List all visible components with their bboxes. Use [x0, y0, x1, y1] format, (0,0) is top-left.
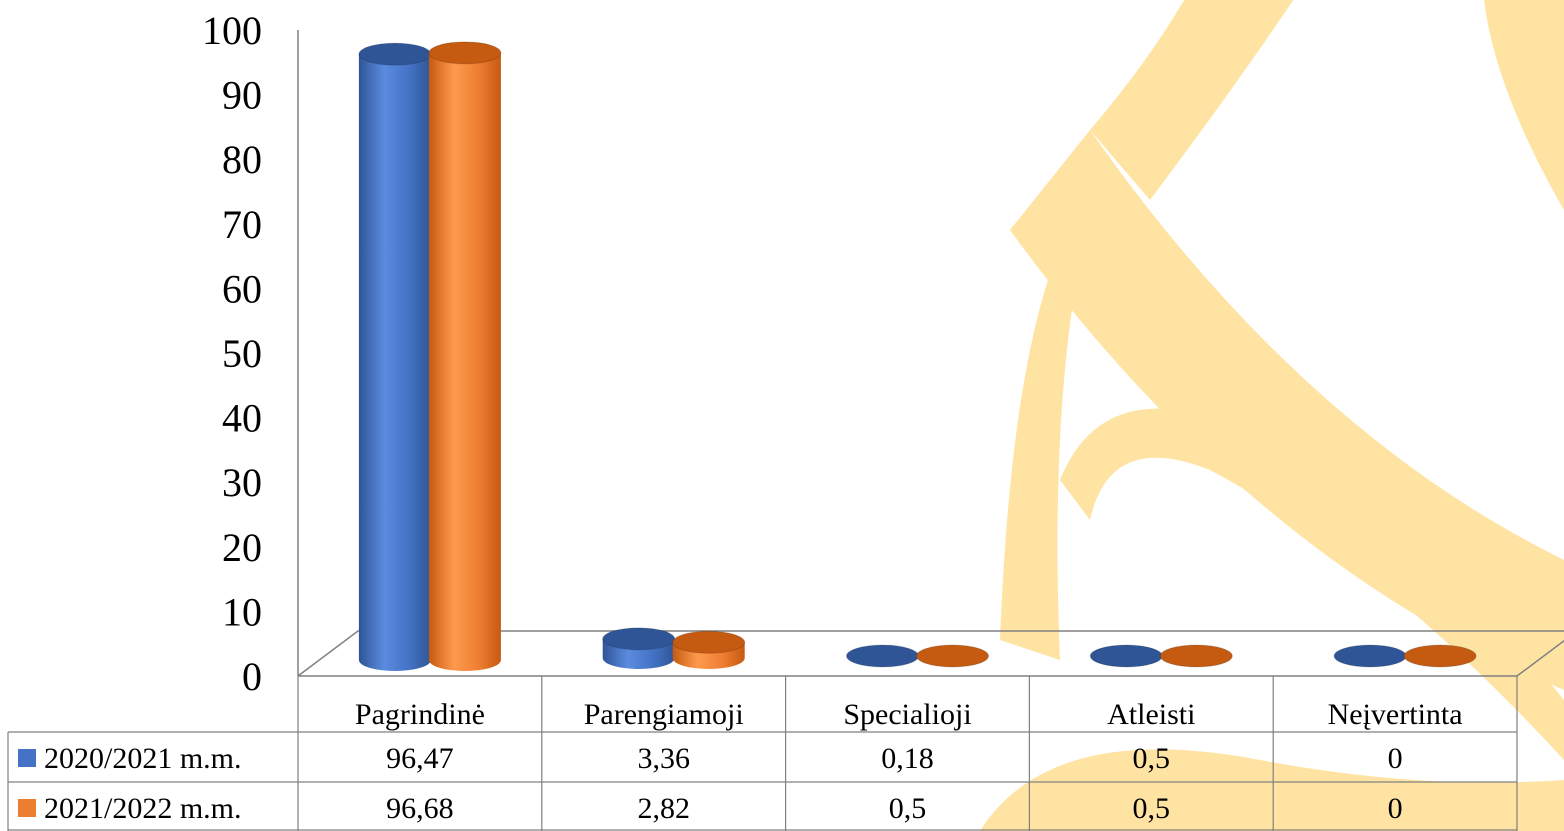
legend-label: 2020/2021 m.m.: [44, 742, 242, 775]
table-cell: 0,5: [1133, 742, 1171, 775]
table-cell: 96,47: [386, 742, 454, 775]
table-cell: 3,36: [637, 742, 690, 775]
y-tick-label: 60: [222, 266, 262, 311]
watermark-shape: [1060, 408, 1564, 760]
y-axis-ticks: 0 10 20 30 40 50 60 70 80 90 100: [202, 8, 262, 699]
bar-top: [1333, 644, 1407, 668]
bar-series1: [846, 644, 919, 668]
watermark-shape: [980, 749, 1564, 831]
bar-series2: [916, 644, 989, 668]
bar-top: [1159, 644, 1233, 668]
background-watermark: [980, 0, 1564, 831]
y-tick-label: 40: [222, 396, 262, 441]
y-tick-label: 70: [222, 202, 262, 247]
bar-top: [428, 41, 502, 65]
x-category-label: Atleisti: [1107, 698, 1195, 731]
table-cell: 0,18: [881, 742, 934, 775]
y-tick-label: 50: [222, 331, 262, 376]
legend-label: 2021/2022 m.m.: [44, 792, 242, 825]
chart-bars: [358, 41, 1477, 672]
bar-series1: [602, 627, 676, 669]
bar-top: [916, 644, 989, 668]
y-tick-label: 0: [242, 654, 262, 699]
bar-top: [602, 627, 676, 651]
bar-series1: [1333, 644, 1407, 668]
bar-top: [672, 630, 746, 654]
x-category-label: Parengiamoji: [584, 698, 744, 731]
bar-series2: [1403, 644, 1477, 668]
x-category-label: Pagrindinė: [355, 698, 485, 731]
watermark-shape: [1000, 260, 1080, 660]
y-tick-label: 10: [222, 589, 262, 634]
y-tick-label: 80: [222, 137, 262, 182]
bar-top: [358, 42, 432, 66]
table-cell: 96,68: [386, 792, 454, 825]
bar-top: [1403, 644, 1477, 668]
watermark-shape: [1090, 0, 1294, 200]
data-table: Pagrindinė Parengiamoji Specialioji Atleist…: [7, 676, 1518, 831]
bar-series1: [358, 42, 432, 672]
bar-series1: [1089, 644, 1163, 668]
table-cell: 0,5: [1133, 792, 1171, 825]
bar-body: [428, 52, 501, 671]
table-cell: 2,82: [637, 792, 690, 825]
y-tick-label: 100: [202, 8, 262, 53]
table-cell: 0: [1388, 742, 1403, 775]
bar-body: [358, 54, 431, 672]
legend-swatch: [18, 749, 36, 767]
x-category-label: Neįvertinta: [1328, 698, 1463, 731]
bar-top: [1089, 644, 1163, 668]
watermark-shape: [1484, 0, 1564, 210]
bar-series2: [672, 630, 746, 669]
table-cell: 0: [1388, 792, 1403, 825]
y-tick-label: 90: [222, 73, 262, 118]
chart-floor: [297, 630, 1564, 677]
bar-series2: [1159, 644, 1233, 668]
x-category-label: Specialioji: [843, 698, 971, 731]
legend-swatch: [18, 799, 36, 817]
table-cell: 0,5: [889, 792, 927, 825]
y-tick-label: 20: [222, 525, 262, 570]
watermark-shape: [1010, 130, 1564, 690]
y-tick-label: 30: [222, 460, 262, 505]
chart-axes: [297, 30, 1564, 677]
bar-top: [846, 644, 919, 668]
bar-series2: [428, 41, 502, 671]
